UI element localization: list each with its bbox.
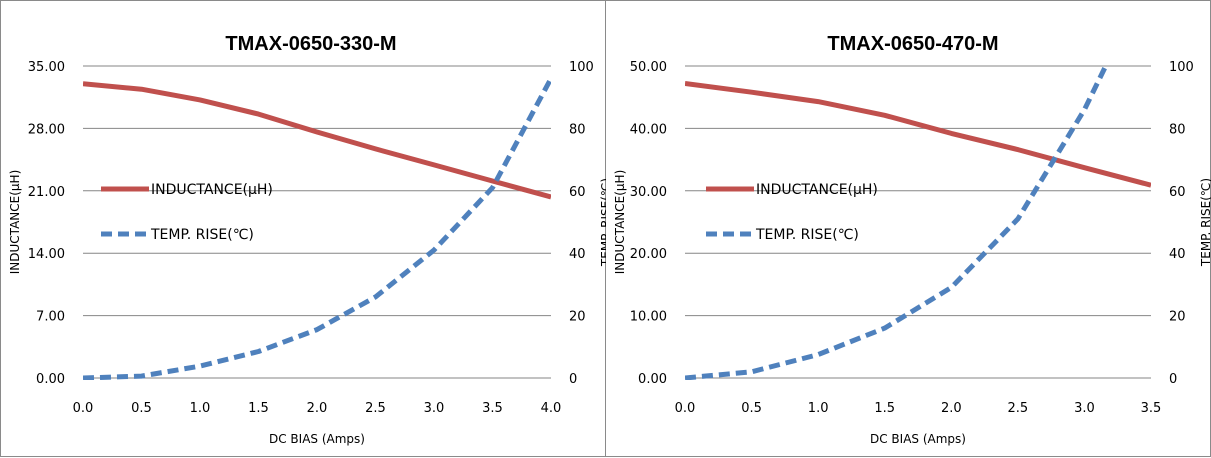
y-tick-label: 50.00 — [630, 60, 667, 75]
legend-temp-rise-label: TEMP. RISE(℃) — [755, 227, 859, 243]
x-axis-title: DC BIAS (Amps) — [870, 432, 966, 446]
x-tick-label: 1.5 — [874, 401, 895, 416]
y-tick-label: 40.00 — [630, 122, 667, 137]
x-tick-label: 1.5 — [248, 401, 269, 416]
inductance-line — [83, 84, 551, 197]
legend-inductance-label: INDUCTANCE(μH) — [756, 182, 878, 198]
y2-tick-label: 40 — [569, 247, 586, 262]
temp-rise-line — [685, 66, 1106, 378]
y2-tick-label: 60 — [1169, 185, 1186, 200]
y-tick-label: 20.00 — [630, 247, 667, 262]
legend-inductance-label: INDUCTANCE(μH) — [151, 182, 273, 198]
x-tick-label: 3.5 — [1141, 401, 1162, 416]
x-tick-label: 1.0 — [808, 401, 829, 416]
y-tick-label: 14.00 — [28, 247, 65, 262]
x-tick-label: 3.0 — [424, 401, 445, 416]
y2-tick-label: 80 — [1169, 122, 1186, 137]
y2-tick-label: 80 — [569, 122, 586, 137]
y2-axis-title: TEMP. RISE(℃) — [1199, 178, 1211, 267]
y-tick-label: 0.00 — [36, 372, 65, 387]
y2-tick-label: 100 — [569, 60, 594, 75]
x-tick-label: 0.5 — [131, 401, 152, 416]
x-tick-label: 3.5 — [482, 401, 503, 416]
y-tick-label: 10.00 — [630, 310, 667, 325]
y-axis-title: INDUCTANCE(μH) — [613, 170, 627, 274]
chart-2-svg: TMAX-0650-470-M0.0010.0020.0030.0040.005… — [606, 1, 1211, 458]
y2-tick-label: 20 — [569, 310, 586, 325]
y2-tick-label: 40 — [1169, 247, 1186, 262]
chart-title: TMAX-0650-330-M — [225, 33, 396, 55]
y-tick-label: 21.00 — [28, 185, 65, 200]
y-tick-label: 30.00 — [630, 185, 667, 200]
x-tick-label: 0.0 — [73, 401, 94, 416]
legend-temp-rise-label: TEMP. RISE(℃) — [150, 227, 254, 243]
y2-tick-label: 0 — [569, 372, 577, 387]
x-tick-label: 4.0 — [541, 401, 562, 416]
y-tick-label: 35.00 — [28, 60, 65, 75]
chart-1-svg: TMAX-0650-330-M0.007.0014.0021.0028.0035… — [1, 1, 607, 458]
x-tick-label: 2.0 — [941, 401, 962, 416]
x-tick-label: 0.5 — [741, 401, 762, 416]
y-tick-label: 0.00 — [638, 372, 667, 387]
x-tick-label: 2.5 — [1008, 401, 1029, 416]
y-tick-label: 28.00 — [28, 122, 65, 137]
x-axis-title: DC BIAS (Amps) — [269, 432, 365, 446]
plot-area — [685, 66, 1151, 378]
y-tick-label: 7.00 — [36, 310, 65, 325]
x-tick-label: 0.0 — [675, 401, 696, 416]
inductance-line — [685, 84, 1151, 186]
x-tick-label: 3.0 — [1074, 401, 1095, 416]
x-tick-label: 1.0 — [190, 401, 211, 416]
y-axis-title: INDUCTANCE(μH) — [8, 170, 22, 274]
chart-title: TMAX-0650-470-M — [827, 33, 998, 55]
y2-tick-label: 0 — [1169, 372, 1177, 387]
y2-tick-label: 100 — [1169, 60, 1194, 75]
x-tick-label: 2.5 — [365, 401, 386, 416]
y2-tick-label: 60 — [569, 185, 586, 200]
x-tick-label: 2.0 — [307, 401, 328, 416]
y2-tick-label: 20 — [1169, 310, 1186, 325]
